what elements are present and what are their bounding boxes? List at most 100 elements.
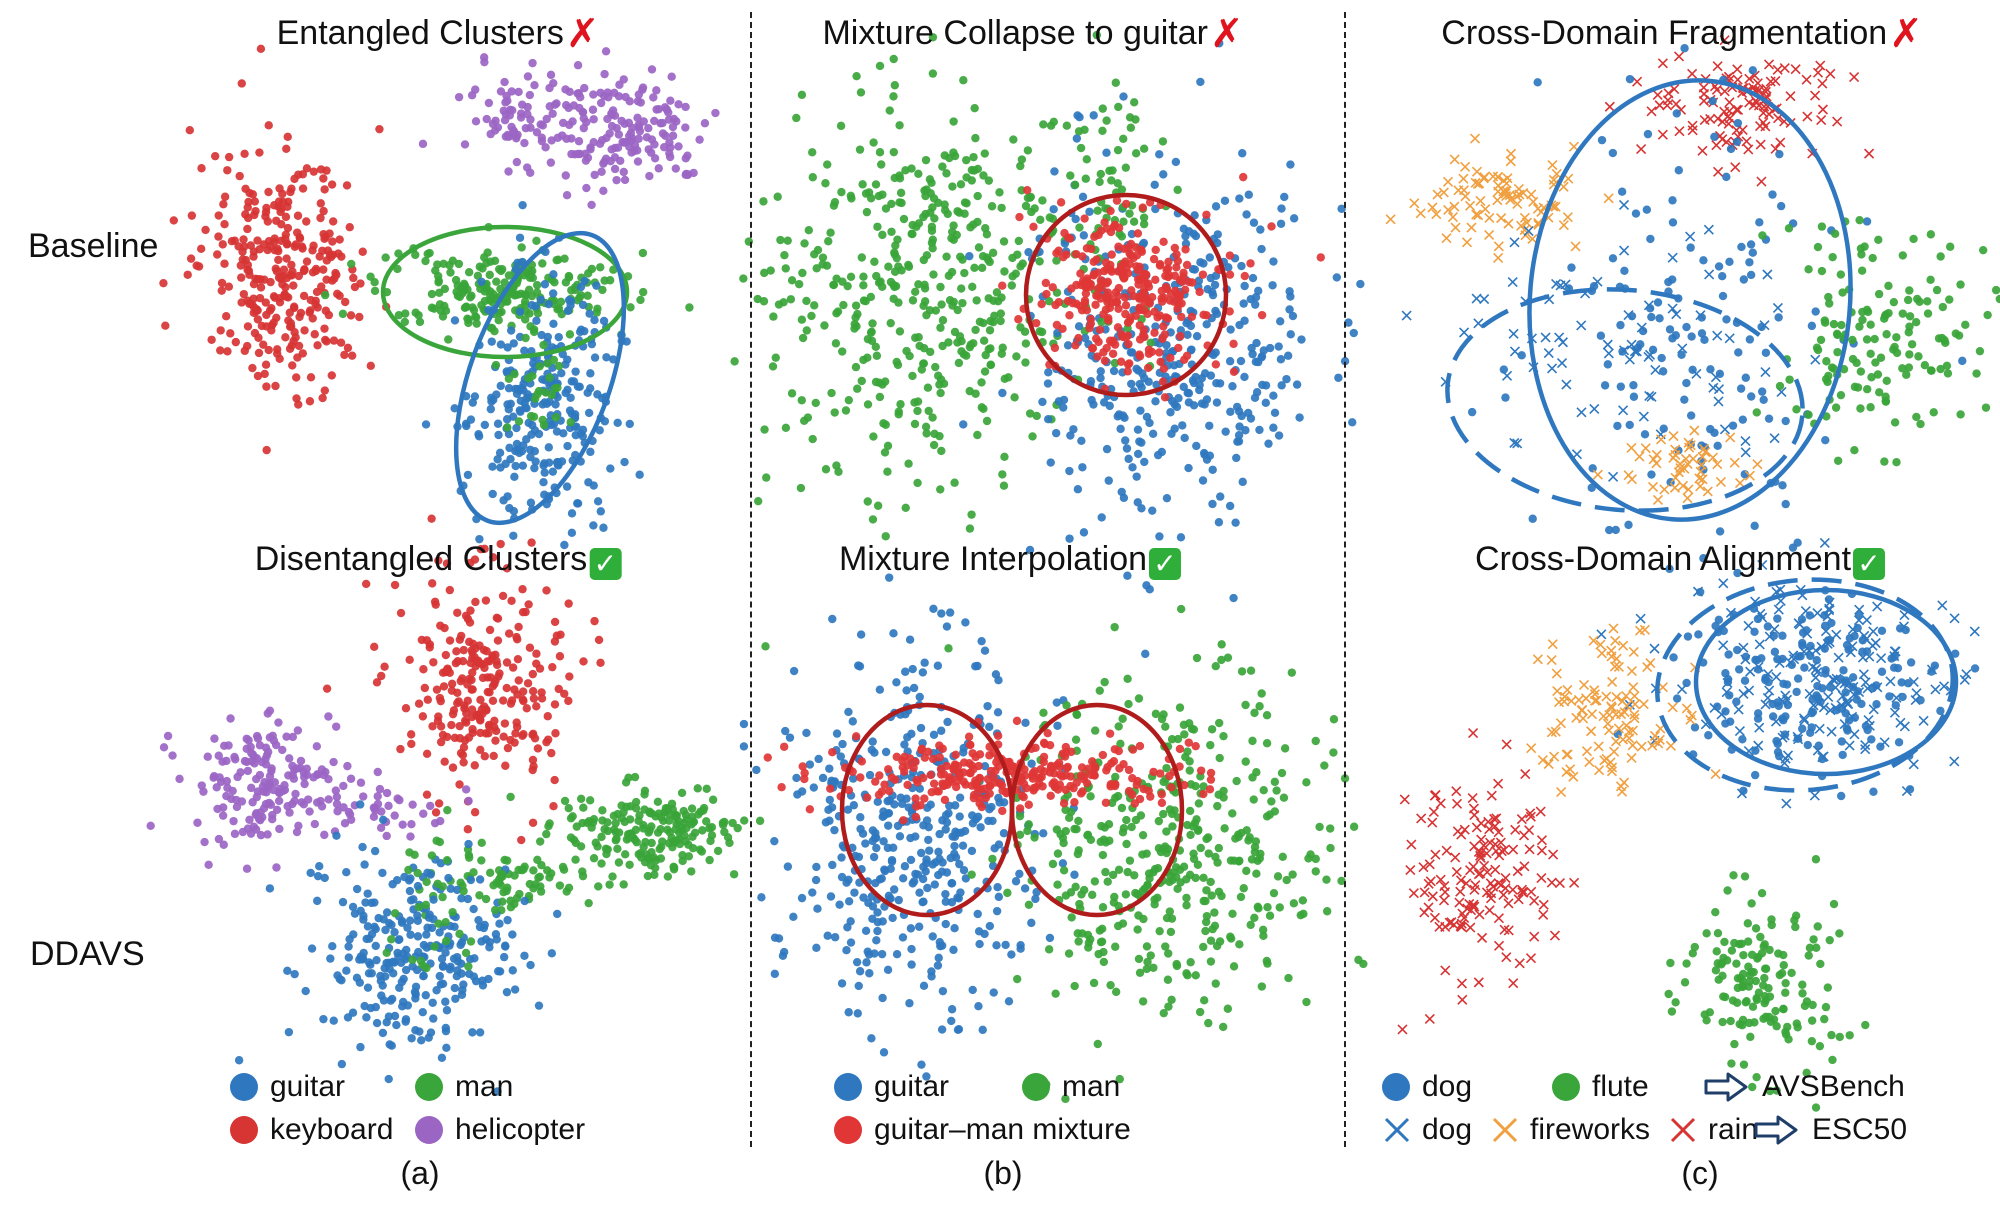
man-point xyxy=(846,272,856,281)
guitar-point xyxy=(306,868,315,878)
man-point xyxy=(457,284,466,293)
helicopter-point xyxy=(612,175,621,185)
guitar-point xyxy=(960,826,970,836)
guitar-point xyxy=(606,464,615,473)
man-point xyxy=(423,249,432,259)
guitar-point xyxy=(902,686,911,695)
man-point xyxy=(921,209,930,219)
rain-point xyxy=(1816,115,1827,126)
mixture-point xyxy=(862,793,872,802)
man-point xyxy=(787,276,797,285)
man-point xyxy=(461,948,471,958)
guitar-point xyxy=(342,868,351,877)
man-point xyxy=(506,902,516,912)
guitar-point xyxy=(1079,231,1089,240)
man-point xyxy=(978,318,988,328)
guitar-point xyxy=(466,875,476,885)
dog-esc50-point xyxy=(1509,437,1520,449)
mixture-point xyxy=(1149,254,1159,264)
keyboard-point xyxy=(335,235,344,244)
man-point xyxy=(684,852,694,861)
keyboard-point xyxy=(414,699,424,708)
guitar-point xyxy=(825,816,834,825)
mixture-point xyxy=(975,799,984,808)
helicopter-point xyxy=(526,115,535,124)
man-point xyxy=(421,256,430,266)
dog-avsbench-point xyxy=(1757,322,1766,332)
guitar-point xyxy=(1148,506,1157,515)
man-point xyxy=(559,865,569,874)
helicopter-point xyxy=(247,748,256,758)
mixture-point xyxy=(1056,198,1066,207)
helicopter-point xyxy=(471,117,481,126)
helicopter-point xyxy=(638,85,647,94)
man-point xyxy=(962,173,971,182)
guitar-point xyxy=(506,326,516,335)
keyboard-point xyxy=(547,748,556,758)
man-point xyxy=(1214,790,1223,799)
dog-avsbench-point xyxy=(1648,345,1658,355)
guitar-point xyxy=(955,812,964,821)
dog-avsbench-point xyxy=(1697,313,1706,322)
helicopter-point xyxy=(650,140,659,149)
guitar-point xyxy=(875,875,885,884)
keyboard-point xyxy=(299,291,309,301)
man-point xyxy=(521,333,530,343)
man-point xyxy=(852,72,861,81)
man-point xyxy=(441,917,450,927)
man-point xyxy=(1259,931,1268,941)
man-point xyxy=(889,54,898,64)
helicopter-point xyxy=(228,786,237,796)
keyboard-point xyxy=(264,187,273,197)
man-point xyxy=(1215,753,1224,763)
guitar-point xyxy=(805,760,815,769)
man-point xyxy=(863,400,873,409)
man-point xyxy=(1038,196,1047,205)
keyboard-point xyxy=(519,696,528,706)
helicopter-point xyxy=(581,149,590,159)
man-point xyxy=(1030,204,1039,213)
guitar-point xyxy=(462,421,471,431)
man-point xyxy=(1245,833,1254,842)
man-point xyxy=(930,214,939,223)
guitar-point xyxy=(1152,380,1161,390)
man-point xyxy=(1114,901,1123,911)
dog-avsbench-point xyxy=(1567,263,1576,272)
keyboard-point xyxy=(294,341,304,351)
guitar-point xyxy=(1216,492,1225,501)
man-point xyxy=(949,221,958,230)
rain-point xyxy=(1763,59,1775,70)
keyboard-point xyxy=(254,333,263,342)
man-point xyxy=(1263,903,1272,912)
keyboard-point xyxy=(528,765,537,775)
fireworks-point xyxy=(1484,212,1495,224)
guitar-point xyxy=(1151,397,1160,406)
helicopter-point xyxy=(617,116,626,126)
guitar-point xyxy=(563,306,573,316)
guitar-point xyxy=(338,897,348,907)
man-point xyxy=(1173,185,1182,195)
guitar-point xyxy=(947,1016,956,1026)
man-point xyxy=(896,188,906,198)
guitar-point xyxy=(1270,408,1280,417)
guitar-point xyxy=(370,898,379,907)
dog-avsbench-point xyxy=(1647,312,1656,322)
man-point xyxy=(958,298,967,308)
man-point xyxy=(971,325,980,335)
guitar-point xyxy=(955,793,965,802)
man-point xyxy=(802,296,811,306)
man-point xyxy=(1254,904,1263,913)
man-point xyxy=(1124,699,1133,709)
man-point xyxy=(713,846,723,856)
man-point xyxy=(1052,256,1061,265)
man-point xyxy=(921,155,931,165)
keyboard-point xyxy=(418,712,428,721)
helicopter-point xyxy=(263,747,273,757)
helicopter-point xyxy=(599,159,608,168)
helicopter-point xyxy=(580,83,589,93)
dog-avsbench-point xyxy=(1677,350,1686,359)
man-point xyxy=(564,803,573,813)
man-point xyxy=(1168,868,1178,877)
keyboard-point xyxy=(274,255,283,265)
man-point xyxy=(655,844,664,854)
